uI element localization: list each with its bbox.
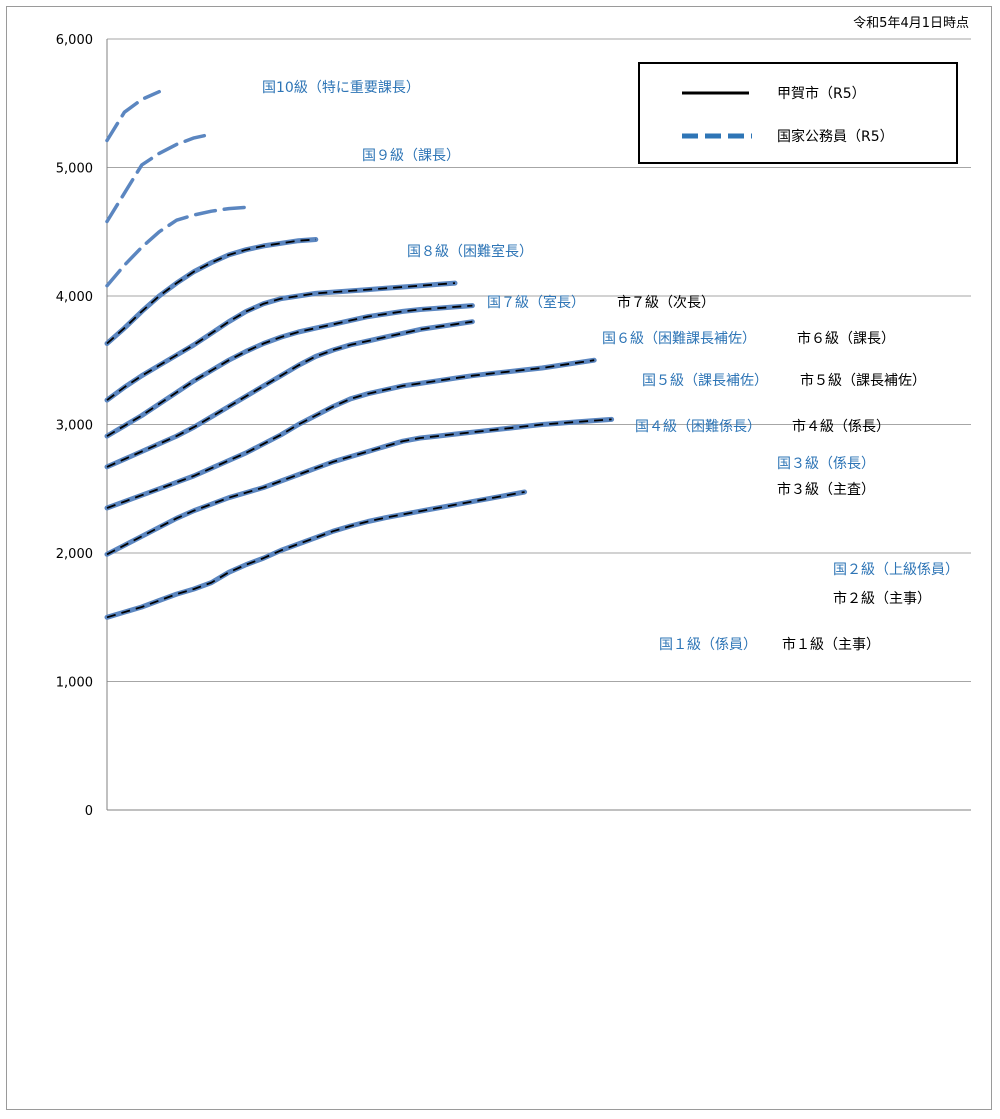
y-tick-label: 3,000	[56, 419, 93, 434]
national-line-grade-10	[105, 89, 161, 143]
y-axis-ticks: 0 1,000 2,000 3,000 4,000 5,000 6,000	[56, 33, 93, 819]
city-grade-label: 市２級（主事）	[833, 590, 931, 607]
national-grade-label: 国１級（係員）	[659, 637, 757, 653]
city-grade-label: 市６級（課長）	[797, 330, 895, 347]
city-grade-label: 市４級（係長）	[792, 418, 890, 435]
national-grade-label: 国３級（係長）	[777, 456, 875, 472]
city-grade-label: 市５級（課長補佐）	[800, 372, 926, 389]
y-tick-label: 1,000	[56, 676, 93, 691]
series-grade-9	[105, 132, 214, 224]
national-line-grade-7	[104, 237, 319, 346]
city-grade-label: 市３級（主査）	[777, 481, 875, 498]
city-grade-label: 市７級（次長）	[617, 294, 715, 311]
y-tick-label: 6,000	[56, 33, 93, 48]
series-grade-3	[104, 357, 597, 511]
legend-label-city: 甲賀市（R5）	[777, 85, 866, 102]
series-lines	[104, 89, 615, 620]
series-grade-10	[105, 89, 161, 143]
series-grade-4	[104, 319, 475, 470]
series-grade-8	[105, 205, 248, 288]
city-grade-label: 市１級（主事）	[782, 636, 880, 653]
national-line-grade-8	[105, 205, 248, 288]
series-grade-7	[104, 237, 319, 346]
y-tick-label: 2,000	[56, 547, 93, 562]
national-line-grade-3	[104, 357, 597, 511]
legend-box	[638, 62, 958, 164]
national-grade-label: 国２級（上級係員）	[833, 562, 959, 578]
city-line-grade-7	[106, 238, 316, 345]
national-grade-label: 国６級（困難課長補佐）	[602, 331, 756, 347]
national-line-grade-4	[104, 319, 475, 470]
salary-curve-chart: 0 1,000 2,000 3,000 4,000 5,000 6,000 国１級（係員） 市…	[56, 16, 971, 819]
date-note: 令和5年4月1日時点	[853, 16, 969, 31]
city-line-grade-2	[106, 418, 612, 556]
national-grade-label: 国９級（課長）	[362, 148, 460, 164]
city-line-grade-4	[106, 320, 473, 468]
city-line-grade-1	[106, 491, 525, 619]
y-tick-label: 5,000	[56, 162, 93, 177]
y-tick-label: 4,000	[56, 290, 93, 305]
national-grade-label: 国10級（特に重要課長）	[262, 80, 420, 96]
legend: 甲賀市（R5） 国家公務員（R5）	[638, 62, 958, 164]
city-line-grade-5	[106, 304, 473, 437]
y-tick-label: 0	[85, 804, 93, 819]
series-labels: 国１級（係員） 市１級（主事） 国２級（上級係員） 市２級（主事） 国３級（係長） 市３級…	[262, 80, 959, 653]
series-grade-2	[104, 416, 615, 557]
series-grade-5	[104, 303, 475, 439]
national-grade-label: 国５級（課長補佐）	[642, 373, 768, 389]
national-line-grade-1	[104, 489, 528, 620]
national-line-grade-9	[105, 132, 214, 224]
chart-frame: 0 1,000 2,000 3,000 4,000 5,000 6,000 国１級（係員） 市…	[6, 6, 992, 1110]
national-grade-label: 国７級（室長）	[487, 294, 585, 311]
legend-label-national: 国家公務員（R5）	[777, 128, 894, 145]
series-grade-6	[104, 280, 458, 403]
national-grade-label: 国８級（困難室長）	[407, 243, 533, 260]
gridlines	[106, 38, 971, 811]
city-line-grade-6	[106, 282, 456, 401]
national-grade-label: 国４級（困難係長）	[635, 419, 761, 435]
national-line-grade-6	[104, 280, 458, 403]
national-line-grade-2	[104, 416, 615, 557]
series-grade-1	[104, 489, 528, 620]
